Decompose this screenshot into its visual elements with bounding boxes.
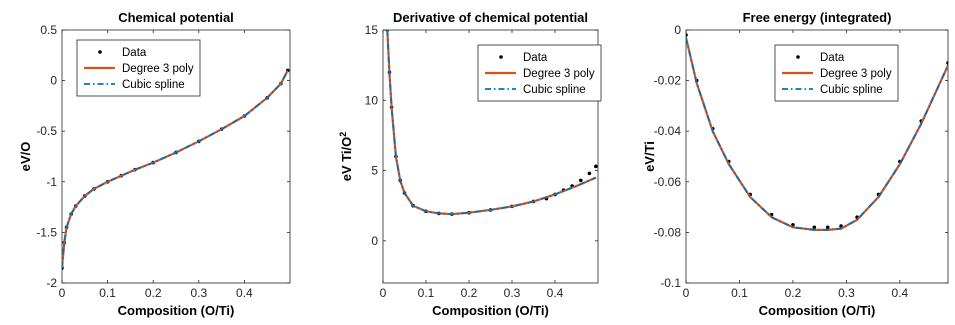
- y-tick-label: 0.5: [40, 23, 57, 37]
- x-tick-label: 0: [683, 286, 690, 300]
- legend-entry: Data: [523, 52, 548, 64]
- y-tick-label: -0.02: [654, 74, 682, 88]
- y-tick-label: -0.04: [654, 124, 682, 138]
- data-layer: [686, 33, 948, 231]
- x-axis-label: Composition (O/Ti): [118, 303, 235, 318]
- y-axis-label: eV Ti/O2: [338, 132, 354, 182]
- x-tick-label: 0.1: [731, 286, 748, 300]
- data-point: [579, 178, 583, 183]
- data-point: [946, 61, 948, 65]
- x-tick-label: 0.3: [838, 286, 855, 300]
- x-tick-label: 0.4: [236, 286, 253, 300]
- y-tick-label: -0.1: [660, 276, 681, 290]
- x-tick-label: 0.2: [145, 286, 162, 300]
- x-tick-label: 0.2: [461, 286, 478, 300]
- x-tick-label: 0.3: [504, 286, 521, 300]
- legend-entry: Cubic spline: [122, 79, 185, 91]
- x-tick-label: 0.4: [547, 286, 564, 300]
- chart-title: Derivative of chemical potential: [393, 10, 588, 25]
- subplot-3: 0 0.1 0.2 0.3 0.4 -0.1 -0.08 -0.06 -0.04 -0.02 0 Fr…: [642, 10, 949, 318]
- legend: Data Degree 3 poly Cubic spline: [477, 44, 602, 102]
- x-tick-label: 0.1: [418, 286, 435, 300]
- x-tick-label: 0: [59, 286, 66, 300]
- x-tick-label: 0.1: [99, 286, 116, 300]
- x-axis-label: Composition (O/Ti): [432, 303, 549, 318]
- y-tick-label: -0.5: [36, 124, 57, 138]
- x-tick-label: 0.3: [190, 286, 207, 300]
- legend-marker: [98, 50, 102, 54]
- legend-entry: Cubic spline: [820, 84, 883, 96]
- y-tick-label: 15: [365, 23, 379, 37]
- x-tick-label: 0.4: [892, 286, 909, 300]
- legend-marker: [499, 55, 503, 59]
- legend-entry: Degree 3 poly: [523, 68, 595, 80]
- data-point: [686, 33, 688, 37]
- y-tick-label: 10: [365, 93, 379, 107]
- legend-marker: [796, 55, 800, 59]
- y-tick-label: 0: [371, 234, 378, 248]
- y-tick-label: -1: [46, 175, 57, 189]
- subplot-1: 0 0.1 0.2 0.3 0.4 -2 -1.5 -1 -0.5 0 0.5 Chemical po…: [18, 10, 291, 318]
- legend-entry: Data: [122, 47, 147, 59]
- y-tick-label: -0.08: [654, 225, 682, 239]
- x-tick-label: 0: [380, 286, 387, 300]
- data-point: [825, 225, 830, 230]
- x-tick-label: 0.2: [785, 286, 802, 300]
- legend-entry: Degree 3 poly: [122, 63, 194, 75]
- y-axis-label: eV/Ti: [642, 141, 657, 172]
- y-tick-label: 5: [371, 164, 378, 178]
- data-point: [812, 225, 817, 230]
- chart-title: Free energy (integrated): [743, 10, 892, 25]
- legend: Data Degree 3 poly Cubic spline: [76, 39, 201, 97]
- series-line: [686, 37, 948, 231]
- data-layer: [385, 30, 598, 216]
- legend: Data Degree 3 poly Cubic spline: [774, 44, 899, 102]
- y-axis-label-superscript: 2: [338, 132, 348, 137]
- y-tick-label: 0: [50, 74, 57, 88]
- y-tick-label: -2: [46, 276, 57, 290]
- legend-entry: Data: [820, 52, 845, 64]
- series-line: [386, 30, 597, 216]
- legend-entry: Cubic spline: [523, 84, 586, 96]
- data-layer: [62, 68, 290, 270]
- data-point: [594, 164, 598, 169]
- y-tick-label: -1.5: [36, 225, 57, 239]
- y-axis-label: eV/O: [18, 142, 33, 172]
- y-tick-label: 0: [674, 23, 681, 37]
- x-axis-label: Composition (O/Ti): [759, 303, 876, 318]
- data-point: [587, 171, 592, 176]
- subplot-2: 0 0.1 0.2 0.3 0.4 0 5 10 15 Derivative of chemica…: [338, 10, 602, 318]
- chart-title: Chemical potential: [118, 10, 234, 25]
- series-line: [62, 70, 289, 268]
- legend-entry: Degree 3 poly: [820, 68, 892, 80]
- y-tick-label: -0.06: [654, 175, 682, 189]
